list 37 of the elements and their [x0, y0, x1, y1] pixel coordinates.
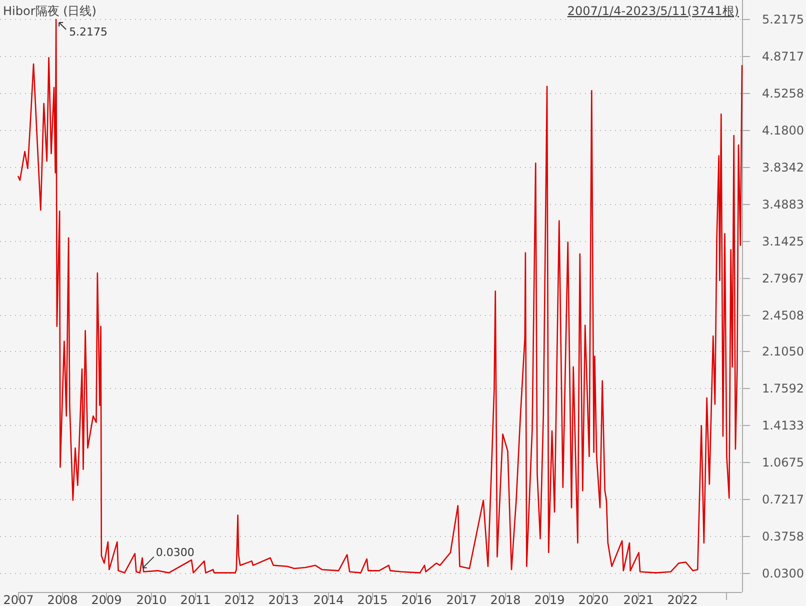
y-tick-label: 4.1800 — [762, 124, 804, 138]
y-tick-label: 2.1050 — [762, 344, 804, 358]
x-tick-label: 2019 — [534, 593, 565, 606]
x-tick-label: 2007 — [3, 593, 34, 606]
chart-subtitle: 2007/1/4-2023/5/11(3741根) — [567, 4, 739, 18]
line-series — [17, 18, 743, 574]
x-tick-label: 2020 — [578, 593, 609, 606]
y-tick-label: 1.0675 — [762, 456, 804, 470]
x-tick-label: 2012 — [224, 593, 255, 606]
x-tick-label: 2018 — [490, 593, 521, 606]
y-tick-label: 0.3758 — [762, 530, 804, 544]
y-tick-label: 1.7592 — [762, 382, 804, 396]
y-tick-label: 0.0300 — [762, 566, 804, 580]
x-tick-label: 2015 — [357, 593, 388, 606]
y-tick-label: 5.2175 — [762, 12, 804, 26]
annotation: 5.2175 — [69, 25, 108, 38]
y-tick-label: 4.8717 — [762, 50, 804, 64]
x-tick-label: 2011 — [180, 593, 211, 606]
x-tick-label: 2017 — [446, 593, 477, 606]
y-tick-label: 2.7967 — [762, 272, 804, 286]
x-tick-label: 2009 — [91, 593, 122, 606]
x-tick-label: 2016 — [401, 593, 432, 606]
x-tick-label: 2022 — [667, 593, 698, 606]
x-tick-label: 2014 — [313, 593, 344, 606]
y-tick-label: 4.5258 — [762, 86, 804, 100]
annotation: 0.0300 — [156, 546, 194, 559]
y-tick-label: 2.4508 — [762, 308, 804, 322]
y-tick-label: 1.4133 — [762, 418, 804, 432]
y-tick-label: 3.1425 — [762, 234, 804, 248]
x-tick-label: 2013 — [268, 593, 299, 606]
y-tick-label: 3.4883 — [762, 198, 804, 212]
chart-title: Hibor隔夜 (日线) — [3, 4, 96, 18]
x-tick-label: 2010 — [136, 593, 167, 606]
y-tick-label: 0.7217 — [762, 492, 804, 506]
x-tick-label: 2008 — [47, 593, 78, 606]
y-tick-label: 3.8342 — [762, 160, 804, 174]
x-tick-label: 2021 — [623, 593, 654, 606]
